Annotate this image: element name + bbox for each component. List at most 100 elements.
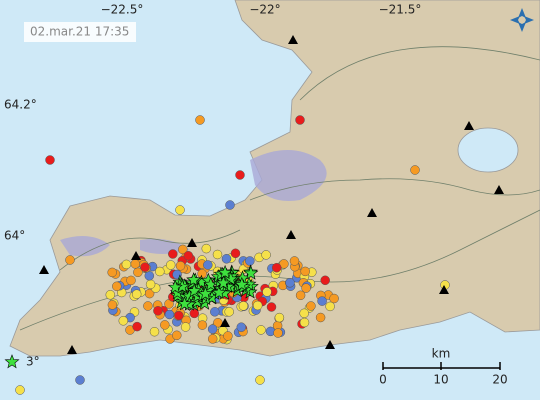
earthquake: [255, 375, 265, 385]
large-earthquake: [217, 264, 233, 280]
timestamp-box: [24, 22, 136, 42]
earthquake: [164, 309, 175, 320]
volcano: [367, 208, 377, 217]
earthquake: [306, 301, 316, 311]
earthquake: [140, 262, 150, 272]
earthquake: [180, 322, 191, 332]
earthquake: [256, 325, 266, 335]
large-earthquake: [177, 296, 193, 311]
earthquake: [212, 249, 223, 260]
earthquake: [126, 275, 136, 286]
earthquake: [183, 250, 194, 261]
scale-label: 20: [492, 373, 507, 387]
large-earthquake: [211, 284, 227, 300]
volcano: [325, 340, 335, 349]
earthquake: [238, 301, 249, 311]
earthquake: [189, 308, 200, 319]
earthquake: [271, 262, 282, 273]
earthquake: [168, 249, 178, 259]
volcano: [288, 35, 298, 44]
earthquake: [301, 283, 311, 293]
earthquake: [15, 385, 25, 395]
large-earthquake: [223, 271, 239, 286]
earthquake: [207, 324, 218, 334]
earthquake: [274, 312, 285, 323]
lava-field: [60, 236, 190, 257]
earthquake: [197, 320, 208, 330]
earthquake: [112, 281, 122, 292]
earthquake: [160, 320, 170, 330]
earthquakes: [4, 35, 504, 395]
earthquake: [107, 267, 117, 278]
earthquake: [203, 260, 213, 270]
latitude-label: 64.2°: [4, 98, 37, 112]
earthquake: [121, 259, 132, 270]
longitude-label: −22°: [249, 3, 280, 17]
scale-unit: km: [432, 347, 451, 361]
earthquake: [410, 165, 420, 175]
scale-label: 0: [379, 373, 387, 387]
large-earthquake: [186, 283, 202, 298]
earthquake: [252, 300, 263, 311]
volcano: [187, 238, 197, 247]
earthquake: [266, 302, 277, 312]
earthquake: [145, 279, 156, 290]
earthquake: [65, 255, 75, 265]
earthquake: [165, 260, 176, 270]
large-earthquake: [4, 354, 20, 369]
earthquake: [174, 310, 184, 321]
earthquake: [230, 248, 241, 259]
scale-bar: [382, 362, 501, 370]
earthquake: [175, 261, 186, 271]
earthquake: [175, 205, 185, 215]
volcano: [220, 318, 230, 327]
earthquake: [75, 375, 85, 385]
large-earthquake: [189, 294, 205, 309]
earthquake: [144, 271, 155, 281]
earthquake: [195, 115, 205, 125]
large-earthquake: [197, 286, 213, 301]
earthquake: [221, 254, 232, 264]
earthquake: [107, 300, 118, 310]
earthquake: [143, 301, 153, 311]
earthquake: [45, 155, 55, 165]
earthquake: [132, 321, 142, 332]
earthquake: [131, 289, 142, 299]
earthquake: [329, 293, 339, 304]
earthquake: [201, 243, 212, 254]
earthquake: [223, 331, 233, 341]
earthquake: [207, 334, 218, 344]
earthquake: [130, 259, 141, 269]
earthquake: [299, 317, 310, 328]
scale-label: 10: [433, 373, 448, 387]
earthquake: [235, 170, 245, 180]
volcano: [39, 265, 49, 274]
earthquake: [236, 322, 247, 332]
compass: [510, 8, 534, 32]
earthquake: [245, 256, 255, 266]
earthquake: [118, 316, 129, 326]
earthquake: [300, 266, 310, 277]
earthquake: [320, 275, 330, 286]
latitude-label: 3°: [26, 355, 40, 369]
earthquake: [317, 296, 327, 306]
volcano: [286, 230, 296, 239]
lake: [457, 127, 519, 173]
earthquake: [295, 115, 305, 125]
volcano: [131, 251, 141, 260]
earthquake: [105, 290, 116, 300]
earthquake: [172, 330, 182, 341]
earthquake: [261, 250, 271, 260]
large-earthquake: [186, 272, 202, 287]
earthquake: [224, 307, 234, 317]
lava-field: [250, 150, 327, 201]
latitude-label: 64°: [4, 229, 25, 243]
longitude-label: −21.5°: [379, 3, 422, 17]
earthquake: [295, 290, 306, 301]
earthquake: [149, 326, 160, 337]
earthquake: [299, 308, 309, 319]
earthquake: [210, 307, 220, 317]
timestamp: 02.mar.21 17:35: [30, 25, 129, 39]
earthquake: [153, 306, 163, 316]
